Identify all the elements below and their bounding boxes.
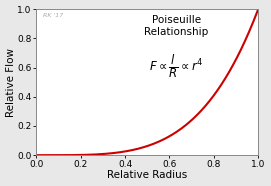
- Text: RK '17: RK '17: [43, 13, 63, 18]
- Text: $F \propto \dfrac{l}{R} \propto r^{4}$: $F \propto \dfrac{l}{R} \propto r^{4}$: [149, 53, 204, 80]
- X-axis label: Relative Radius: Relative Radius: [107, 170, 187, 180]
- Y-axis label: Relative Flow: Relative Flow: [6, 48, 15, 117]
- Text: Poiseuille
Relationship: Poiseuille Relationship: [144, 15, 208, 37]
